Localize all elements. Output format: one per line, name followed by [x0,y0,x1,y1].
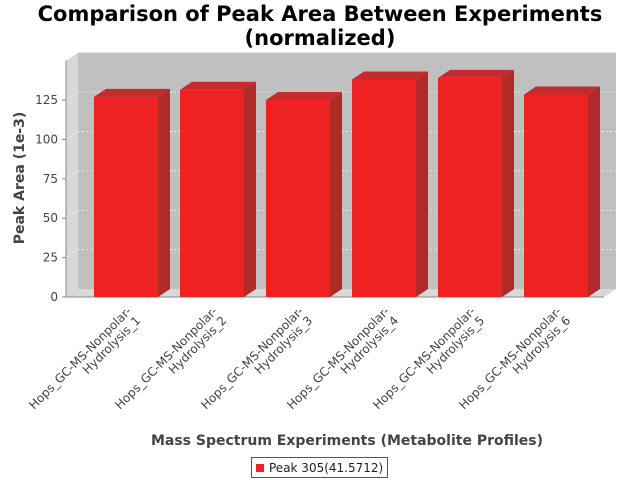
bar-top [438,69,514,78]
bar [94,88,170,298]
y-tick-label: 75 [43,172,58,186]
bar-side [158,88,170,298]
gridline-side [65,131,79,140]
y-tick-label: 125 [35,93,58,107]
x-axis-category-labels: Hops_GC-MS-Nonpolar-Hydrolysis_1Hops_GC-… [26,304,573,412]
bar-top [352,71,428,80]
legend-swatch [256,463,264,472]
legend: Peak 305(41.5712) [251,457,389,478]
bar-top [266,92,342,100]
gridline-side [65,209,79,219]
bar-side [588,86,600,297]
bar [524,86,600,297]
gridline-side [65,91,79,101]
bar-front [180,89,244,297]
y-tick-label: 50 [43,211,58,225]
y-tick-label: 100 [35,132,58,146]
bar-side [330,92,342,297]
plot-left-wall [66,52,78,297]
bar-side [502,69,514,297]
bar-top [180,81,256,90]
bar-top [94,88,170,97]
bars [94,69,600,298]
bar-side [244,81,256,297]
chart-title-line-2: (normalized) [244,26,396,50]
gridline-side [65,249,79,258]
bar-front [352,79,416,298]
x-axis-title: Mass Spectrum Experiments (Metabolite Pr… [151,433,543,449]
bar-side [416,71,428,298]
chart-title-line-1: Comparison of Peak Area Between Experime… [37,2,603,26]
bar-front [94,96,158,298]
bar-front [266,100,330,297]
bar-front [438,77,502,297]
gridline-side [65,170,79,180]
legend-label: Peak 305(41.5712) [269,460,384,475]
bar [438,69,514,297]
bar [352,71,428,298]
y-axis-title: Peak Area (1e-3) [12,112,28,245]
bar [266,92,342,297]
chart-title: Comparison of Peak Area Between Experime… [0,2,640,50]
bar [180,81,256,297]
bar-front [524,94,588,297]
y-tick-label: 0 [50,290,58,304]
bar-top [524,86,600,95]
y-tick-label: 25 [43,251,58,265]
